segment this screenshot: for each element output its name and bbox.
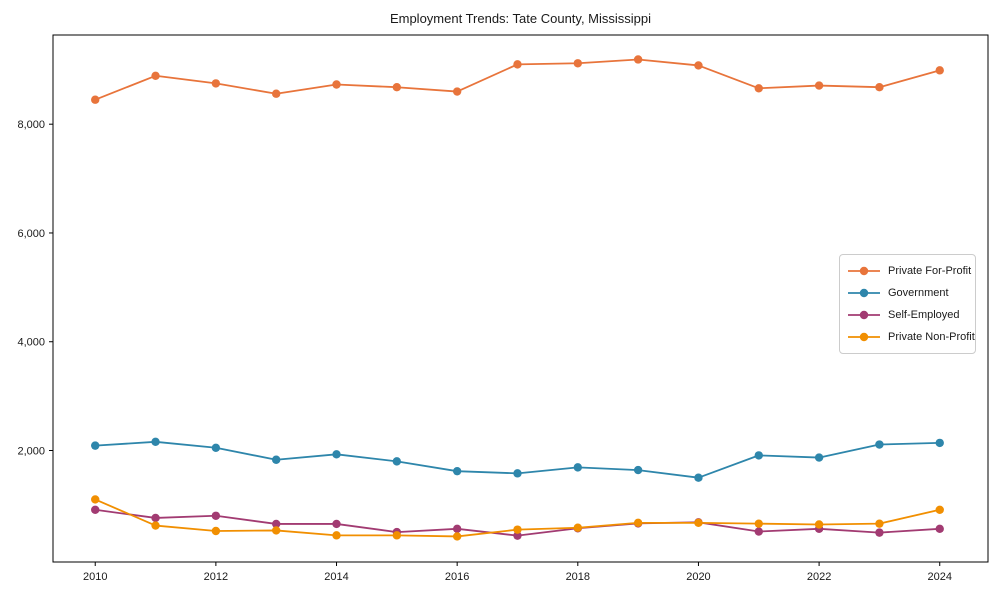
legend-entry-self-employed: Self-Employed bbox=[847, 305, 967, 325]
legend-marker-icon bbox=[848, 288, 880, 298]
data-point-marker bbox=[151, 437, 160, 447]
legend-marker-icon bbox=[848, 310, 880, 320]
data-point-marker bbox=[271, 519, 281, 529]
y-tick-label: 8,000 bbox=[17, 119, 45, 131]
data-point-marker bbox=[754, 451, 763, 460]
data-point-marker bbox=[935, 524, 944, 534]
data-point-marker bbox=[694, 518, 703, 528]
data-point-marker bbox=[694, 61, 703, 70]
data-point-marker bbox=[754, 84, 763, 93]
data-point-marker bbox=[935, 505, 944, 514]
legend-marker-icon bbox=[848, 266, 880, 276]
data-point-marker bbox=[694, 473, 703, 482]
x-tick-label: 2012 bbox=[204, 571, 228, 583]
x-tick-label: 2016 bbox=[445, 571, 469, 583]
data-point-marker bbox=[211, 79, 221, 88]
data-point-marker bbox=[332, 80, 341, 89]
x-tick-label: 2020 bbox=[686, 571, 710, 583]
data-point-marker bbox=[452, 524, 462, 534]
data-point-marker bbox=[814, 453, 824, 462]
data-point-marker bbox=[332, 450, 341, 459]
data-point-marker bbox=[875, 440, 884, 449]
legend-label: Government bbox=[888, 287, 949, 299]
x-tick-label: 2024 bbox=[927, 571, 951, 583]
data-point-marker bbox=[875, 519, 884, 528]
data-point-marker bbox=[211, 443, 221, 452]
plot-border bbox=[52, 34, 989, 563]
data-point-marker bbox=[271, 89, 281, 98]
data-point-marker bbox=[935, 66, 944, 75]
x-tick-label: 2010 bbox=[83, 571, 107, 583]
data-point-marker bbox=[633, 465, 643, 475]
legend-marker-icon bbox=[848, 332, 880, 342]
legend-entry-private-non-profit: Private Non-Profit bbox=[847, 327, 975, 347]
data-point-marker bbox=[573, 59, 583, 68]
data-point-marker bbox=[91, 505, 100, 514]
data-point-marker bbox=[392, 531, 402, 540]
data-point-marker bbox=[91, 495, 100, 504]
data-point-marker bbox=[271, 455, 281, 464]
data-point-marker bbox=[754, 527, 763, 536]
data-point-marker bbox=[573, 463, 583, 472]
data-point-marker bbox=[91, 441, 100, 450]
data-point-marker bbox=[513, 60, 522, 69]
legend: Private For-Profit Government Self-Employe… bbox=[839, 254, 976, 354]
data-point-marker bbox=[271, 526, 281, 535]
data-point-marker bbox=[211, 526, 221, 536]
legend-label: Private For-Profit bbox=[888, 265, 972, 277]
data-point-marker bbox=[573, 523, 583, 532]
data-point-marker bbox=[875, 528, 884, 537]
data-point-marker bbox=[332, 519, 341, 529]
x-tick-label: 2018 bbox=[566, 571, 590, 583]
data-point-marker bbox=[211, 511, 221, 520]
y-tick-label: 6,000 bbox=[17, 228, 45, 240]
data-point-marker bbox=[151, 71, 160, 80]
data-point-marker bbox=[513, 525, 522, 534]
legend-label: Private Non-Profit bbox=[888, 331, 975, 343]
data-point-marker bbox=[513, 469, 522, 478]
x-tick-label: 2014 bbox=[324, 571, 348, 583]
data-point-marker bbox=[814, 520, 824, 529]
y-tick-label: 2,000 bbox=[17, 446, 45, 458]
y-tick-label: 4,000 bbox=[17, 337, 45, 349]
legend-entry-private-for-profit: Private For-Profit bbox=[847, 261, 971, 281]
data-point-marker bbox=[151, 513, 160, 523]
data-point-marker bbox=[151, 521, 160, 530]
chart-title: Employment Trends: Tate County, Mississi… bbox=[389, 11, 652, 26]
data-point-marker bbox=[633, 55, 643, 64]
data-point-marker bbox=[633, 518, 643, 528]
data-point-marker bbox=[452, 466, 462, 476]
data-point-marker bbox=[452, 532, 462, 541]
x-tick-label: 2022 bbox=[807, 571, 831, 583]
data-point-marker bbox=[875, 83, 884, 92]
data-point-marker bbox=[91, 95, 100, 104]
data-point-marker bbox=[332, 531, 341, 540]
data-point-marker bbox=[452, 87, 462, 96]
data-point-marker bbox=[754, 519, 763, 528]
legend-label: Self-Employed bbox=[888, 309, 960, 321]
data-point-marker bbox=[935, 438, 944, 448]
data-point-marker bbox=[392, 457, 402, 466]
legend-entry-government: Government bbox=[847, 283, 967, 303]
data-point-marker bbox=[513, 531, 522, 540]
data-point-marker bbox=[392, 83, 402, 92]
data-point-marker bbox=[814, 81, 824, 90]
